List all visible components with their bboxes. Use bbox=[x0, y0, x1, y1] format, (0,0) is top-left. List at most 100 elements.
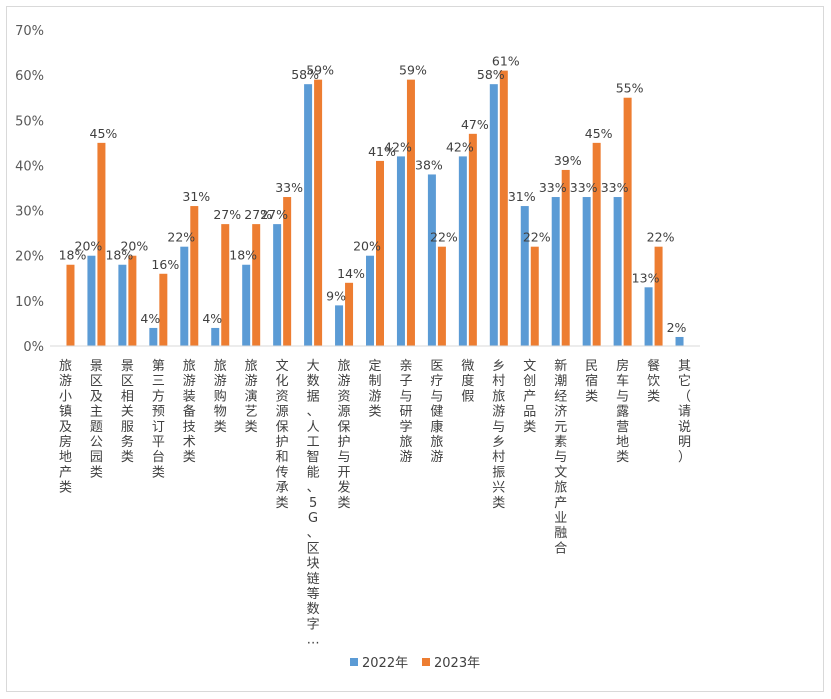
data-label: 55% bbox=[616, 81, 644, 96]
data-label: 58% bbox=[477, 67, 505, 82]
bar-2023 bbox=[623, 97, 632, 346]
data-label: 13% bbox=[632, 270, 660, 285]
legend-label: 2023年 bbox=[434, 656, 480, 671]
bar-2022 bbox=[87, 255, 96, 346]
y-tick-label: 40% bbox=[15, 159, 44, 174]
category-label: 文创产品类 bbox=[523, 359, 536, 435]
data-label: 16% bbox=[151, 257, 179, 272]
category-label: 新潮经济元素与文旅产业融合 bbox=[554, 358, 567, 556]
data-label: 20% bbox=[353, 239, 381, 254]
bar-2023 bbox=[128, 255, 137, 346]
category-label: 大数据、人工智能、 5 G 、区块链等数字… bbox=[307, 359, 320, 648]
data-label: 22% bbox=[167, 230, 195, 245]
data-label: 41% bbox=[368, 144, 396, 159]
bar-2022 bbox=[520, 206, 529, 346]
category-label: 旅游装备技术类 bbox=[183, 359, 196, 465]
bar-2023 bbox=[283, 197, 292, 346]
category-label: 乡村旅游与乡村振兴类 bbox=[492, 359, 505, 511]
y-tick-label: 30% bbox=[15, 205, 44, 220]
y-tick-label: 70% bbox=[15, 24, 44, 39]
data-label: 45% bbox=[90, 126, 118, 141]
data-label: 59% bbox=[306, 63, 334, 78]
category-label: 第三方预订平台类 bbox=[152, 359, 165, 480]
category-label: 旅游购物类 bbox=[214, 359, 227, 435]
data-label: 39% bbox=[554, 153, 582, 168]
data-label: 18% bbox=[59, 248, 87, 263]
bar-2023 bbox=[592, 142, 601, 346]
bar-2022 bbox=[582, 197, 591, 346]
bar-2023 bbox=[406, 79, 415, 347]
chart-frame bbox=[6, 6, 824, 692]
bar-2022 bbox=[211, 327, 220, 346]
data-label: 33% bbox=[275, 180, 303, 195]
data-label: 20% bbox=[75, 239, 103, 254]
data-label: 22% bbox=[523, 230, 551, 245]
category-label: 旅游资源保护与开发类 bbox=[338, 359, 351, 511]
data-label: 31% bbox=[182, 189, 210, 204]
data-label: 45% bbox=[585, 126, 613, 141]
category-label: 民宿类 bbox=[585, 359, 598, 404]
y-tick-label: 10% bbox=[15, 295, 44, 310]
bar-2023 bbox=[654, 246, 663, 346]
legend-item-2022: 2022年 bbox=[350, 656, 408, 671]
bar-2022 bbox=[366, 255, 374, 346]
data-label: 42% bbox=[384, 139, 412, 154]
category-label: 景区及主题公园类 bbox=[90, 359, 103, 480]
data-label: 42% bbox=[446, 139, 474, 154]
bar-2022 bbox=[427, 174, 436, 346]
bar-2022 bbox=[396, 156, 405, 346]
category-label: 其它（请说明） bbox=[678, 359, 691, 465]
data-label: 9% bbox=[326, 288, 346, 303]
bar-2023 bbox=[314, 79, 323, 347]
bar-2023 bbox=[437, 246, 446, 346]
bar-2023 bbox=[376, 160, 384, 346]
data-label: 27% bbox=[244, 207, 272, 222]
bars bbox=[66, 70, 684, 347]
category-label: 亲子与研学旅游 bbox=[399, 359, 412, 465]
data-label: 31% bbox=[508, 189, 536, 204]
category-label: 定制游类 bbox=[368, 359, 381, 420]
data-label: 61% bbox=[492, 54, 520, 69]
bar-2023 bbox=[345, 282, 354, 346]
data-label: 2% bbox=[667, 320, 687, 335]
bar-2023 bbox=[561, 169, 570, 346]
category-labels: 旅游小镇及房地产类 景区及主题公园类 景区相关服务类 第三方预订平台类 旅游装备技术类 旅… bbox=[59, 358, 691, 648]
y-axis: 0% 10% 20% 30% 40% 50% 60% 70% bbox=[15, 24, 44, 355]
data-labels: 20%18%4%22%4%18%27%58%9%20%42%38%42%58%3… bbox=[59, 54, 687, 335]
bar-2022 bbox=[273, 224, 282, 346]
bar-2022 bbox=[489, 84, 498, 347]
bar-2022 bbox=[180, 246, 189, 346]
category-label: 旅游演艺类 bbox=[245, 359, 258, 435]
data-label: 33% bbox=[601, 180, 629, 195]
data-label: 27% bbox=[213, 207, 241, 222]
category-label: 房车与露营地类 bbox=[616, 358, 629, 465]
y-tick-label: 60% bbox=[15, 69, 44, 84]
category-label: 医疗与健康旅游 bbox=[430, 359, 443, 465]
legend-label: 2022年 bbox=[362, 656, 408, 671]
data-label: 4% bbox=[202, 311, 222, 326]
bar-2023 bbox=[252, 224, 261, 346]
bar-2023 bbox=[190, 206, 199, 346]
data-label: 33% bbox=[539, 180, 567, 195]
data-label: 14% bbox=[337, 266, 365, 281]
bar-2023 bbox=[499, 70, 508, 346]
y-tick-label: 20% bbox=[15, 250, 44, 265]
bar-2022 bbox=[458, 156, 467, 346]
data-label: 20% bbox=[120, 239, 148, 254]
data-label: 27% bbox=[260, 207, 288, 222]
bar-2023 bbox=[66, 264, 75, 346]
bar-2023 bbox=[221, 224, 230, 346]
bar-2022 bbox=[304, 84, 313, 347]
data-label: 38% bbox=[415, 157, 443, 172]
category-label: 微度假 bbox=[461, 359, 474, 404]
category-label: 旅游小镇及房地产类 bbox=[59, 359, 72, 496]
legend-swatch bbox=[422, 658, 430, 666]
category-label: 文化资源保护和传承类 bbox=[276, 359, 289, 511]
bar-2022 bbox=[644, 287, 653, 346]
legend: 2022年 2023年 bbox=[350, 656, 480, 671]
bar-2023 bbox=[530, 246, 539, 346]
data-label: 58% bbox=[291, 67, 319, 82]
category-label: 景区相关服务类 bbox=[121, 359, 134, 465]
category-label: 餐饮类 bbox=[647, 358, 660, 404]
